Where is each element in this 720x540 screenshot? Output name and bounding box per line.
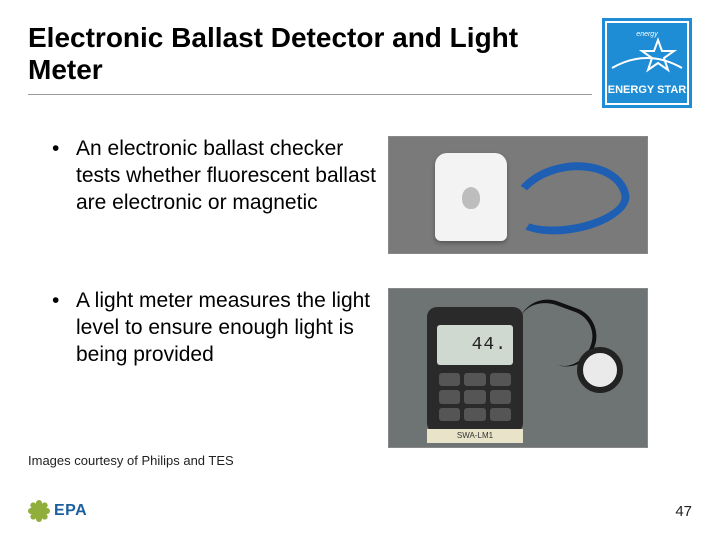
meter-screen: 44. [437,325,513,365]
image-col-2: 44. SWA-LM1 [388,288,692,448]
slide-title: Electronic Ballast Detector and Light Me… [28,22,592,86]
row-1: An electronic ballast checker tests whet… [28,136,692,254]
title-rule [28,94,592,95]
svg-text:ENERGY STAR: ENERGY STAR [608,84,686,96]
light-sensor-icon [577,347,623,393]
row-2: A light meter measures the light level t… [28,288,692,448]
meter-keypad [439,373,511,421]
photo-light-meter: 44. SWA-LM1 [388,288,648,448]
image-col-1 [388,136,692,254]
image-credit: Images courtesy of Philips and TES [28,453,234,468]
title-wrap: Electronic Ballast Detector and Light Me… [28,18,592,95]
lanyard-icon [504,153,634,243]
svg-text:energy: energy [636,31,658,38]
epa-flower-icon [28,500,50,522]
bullet-2: A light meter measures the light level t… [52,288,388,369]
header: Electronic Ballast Detector and Light Me… [28,18,692,108]
page-number: 47 [675,503,692,520]
body: An electronic ballast checker tests whet… [28,136,692,448]
light-meter-icon: 44. [427,307,523,433]
slide: Electronic Ballast Detector and Light Me… [0,0,720,540]
bullet-1: An electronic ballast checker tests whet… [52,136,388,217]
bullet-col-1: An electronic ballast checker tests whet… [28,136,388,217]
epa-text: EPA [54,502,87,520]
energy-star-logo: energy ENERGY STAR [602,18,692,108]
ballast-device-icon [435,153,507,241]
bullet-col-2: A light meter measures the light level t… [28,288,388,369]
photo-ballast-detector [388,136,648,254]
epa-logo: EPA [28,500,87,522]
meter-label-tape: SWA-LM1 [427,429,523,443]
